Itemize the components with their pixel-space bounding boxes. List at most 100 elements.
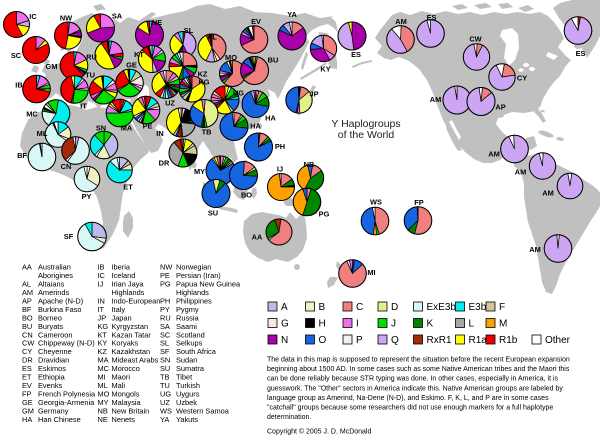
- svg-text:Mongols: Mongols: [112, 390, 140, 399]
- svg-text:TU: TU: [160, 381, 170, 390]
- svg-text:SF: SF: [160, 347, 170, 356]
- svg-text:MI: MI: [367, 268, 375, 277]
- svg-text:SU: SU: [208, 209, 218, 218]
- svg-text:Dravidian: Dravidian: [38, 356, 69, 365]
- svg-text:Norwegian: Norwegian: [176, 263, 211, 272]
- svg-text:RU: RU: [86, 53, 97, 62]
- svg-text:MY: MY: [98, 398, 109, 407]
- svg-text:FP: FP: [22, 390, 32, 399]
- svg-text:KY: KY: [98, 339, 108, 348]
- svg-text:BF: BF: [17, 151, 27, 160]
- svg-text:NB: NB: [304, 160, 315, 169]
- svg-text:Australian: Australian: [38, 263, 71, 272]
- svg-text:Yakuts: Yakuts: [176, 415, 198, 424]
- svg-text:MA: MA: [98, 356, 109, 365]
- svg-text:Tibet: Tibet: [176, 373, 192, 382]
- svg-text:Evenks: Evenks: [38, 381, 63, 390]
- svg-text:Cheyenne: Cheyenne: [38, 347, 72, 356]
- svg-text:Other: Other: [545, 335, 571, 346]
- svg-text:Kazakhstan: Kazakhstan: [112, 347, 151, 356]
- svg-text:TB: TB: [160, 373, 170, 382]
- svg-text:The data in this map is suppos: The data in this map is supposed to repr…: [267, 357, 570, 364]
- svg-text:AM: AM: [430, 95, 442, 104]
- svg-text:YA: YA: [287, 10, 297, 19]
- svg-text:Highlands: Highlands: [176, 288, 209, 297]
- svg-text:Kazan Tatar: Kazan Tatar: [112, 330, 152, 339]
- svg-text:N: N: [281, 335, 288, 346]
- svg-text:NE: NE: [98, 415, 108, 424]
- svg-text:Copyright © 2005 J. D. McDona: Copyright © 2005 J. D. McDonald: [267, 428, 371, 436]
- svg-text:L: L: [469, 319, 475, 330]
- svg-text:NW: NW: [160, 263, 172, 272]
- svg-text:R1a: R1a: [469, 335, 488, 346]
- svg-text:PG: PG: [160, 279, 171, 288]
- svg-text:Uzbek: Uzbek: [176, 398, 197, 407]
- svg-text:SU: SU: [160, 364, 170, 373]
- svg-text:Mideast Arabs: Mideast Arabs: [112, 356, 159, 365]
- svg-text:B: B: [319, 302, 326, 313]
- svg-text:Sumatra: Sumatra: [176, 364, 205, 373]
- svg-text:Koryaks: Koryaks: [112, 339, 139, 348]
- svg-text:AL: AL: [22, 279, 31, 288]
- svg-text:HA: HA: [265, 114, 276, 123]
- svg-text:ML: ML: [98, 381, 108, 390]
- svg-text:ExE3b: ExE3b: [427, 302, 457, 313]
- svg-text:Buryats: Buryats: [38, 322, 63, 331]
- svg-text:AM: AM: [515, 168, 527, 177]
- svg-text:Burkina Faso: Burkina Faso: [38, 305, 82, 314]
- svg-text:PY: PY: [160, 305, 170, 314]
- svg-text:SN: SN: [96, 124, 106, 133]
- svg-text:Pygmy: Pygmy: [176, 305, 199, 314]
- svg-text:SF: SF: [64, 232, 74, 241]
- svg-text:HA: HA: [22, 415, 32, 424]
- svg-text:AA: AA: [252, 233, 263, 242]
- svg-text:Q: Q: [391, 335, 399, 346]
- svg-text:Scotland: Scotland: [176, 330, 205, 339]
- svg-text:H: H: [319, 319, 326, 330]
- svg-text:"catchall" groups because some: "catchall" groups because some researche…: [267, 405, 553, 412]
- svg-text:KG: KG: [98, 322, 109, 331]
- svg-text:YA: YA: [160, 415, 169, 424]
- svg-text:AM: AM: [542, 189, 554, 198]
- svg-text:BU: BU: [22, 322, 32, 331]
- svg-text:New Britain: New Britain: [112, 406, 150, 415]
- svg-text:DR: DR: [159, 159, 170, 168]
- svg-text:Iberia: Iberia: [112, 263, 131, 272]
- svg-text:J: J: [391, 319, 396, 330]
- svg-text:DR: DR: [22, 356, 33, 365]
- svg-text:RU: RU: [160, 313, 171, 322]
- svg-text:IN: IN: [98, 296, 105, 305]
- svg-text:SN: SN: [160, 356, 170, 365]
- svg-text:D: D: [391, 302, 398, 313]
- svg-text:Aborigines: Aborigines: [38, 271, 73, 280]
- svg-text:Apache (N-D): Apache (N-D): [38, 296, 83, 305]
- svg-text:JP: JP: [309, 90, 318, 99]
- svg-text:ET: ET: [22, 373, 32, 382]
- svg-text:IJ: IJ: [98, 279, 104, 288]
- svg-text:Cameroon: Cameroon: [38, 330, 73, 339]
- svg-text:of the World: of the World: [338, 129, 395, 141]
- svg-text:language group as Amerind, Na-: language group as Amerind, Na-Dene (N-D)…: [267, 395, 549, 402]
- svg-text:MC: MC: [98, 364, 110, 373]
- svg-text:P: P: [356, 335, 363, 346]
- svg-text:PH: PH: [160, 296, 170, 305]
- svg-text:UG: UG: [160, 390, 171, 399]
- svg-text:ES: ES: [351, 50, 361, 59]
- svg-text:Y Haplogroups: Y Haplogroups: [331, 118, 400, 130]
- svg-text:CY: CY: [22, 347, 32, 356]
- svg-text:MA: MA: [121, 124, 133, 133]
- svg-text:GE: GE: [126, 61, 137, 70]
- svg-text:GM: GM: [46, 62, 58, 71]
- svg-text:Georgia-Armenia: Georgia-Armenia: [38, 398, 95, 407]
- svg-text:EV: EV: [251, 17, 261, 26]
- svg-text:AL: AL: [207, 33, 217, 42]
- svg-text:Irian Jaya: Irian Jaya: [112, 279, 145, 288]
- svg-text:MI: MI: [98, 373, 106, 382]
- svg-text:Indo-European: Indo-European: [112, 296, 161, 305]
- svg-text:AM: AM: [22, 288, 33, 297]
- svg-text:CN: CN: [61, 162, 72, 171]
- svg-text:CW: CW: [22, 339, 34, 348]
- svg-text:NE: NE: [152, 18, 162, 27]
- svg-text:IJ: IJ: [277, 165, 283, 174]
- svg-text:E3b: E3b: [469, 302, 487, 313]
